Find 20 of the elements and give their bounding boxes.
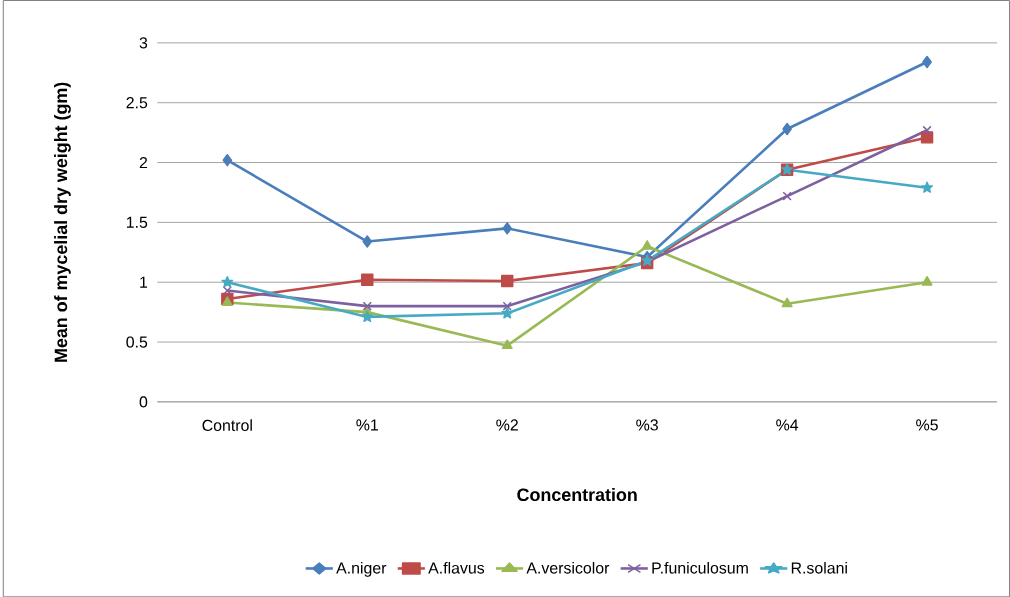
y-tick-label: 3 — [139, 37, 148, 49]
x-tick-label: %5 — [916, 419, 938, 431]
legend-label: A.versicolor — [526, 561, 610, 574]
y-axis-title: Mean of mycelial dry weight (gm) — [54, 82, 71, 362]
y-tick-label: 1.5 — [126, 216, 148, 228]
y-tick-label: 0.5 — [126, 336, 148, 348]
legend-label: A.niger — [336, 561, 387, 577]
x-axis-title: Concentration — [517, 487, 637, 501]
x-tick-label: %4 — [776, 419, 799, 431]
x-tick-label: %3 — [636, 419, 658, 431]
legend-label: P.funiculosum — [652, 561, 748, 574]
x-tick-label: %2 — [496, 419, 518, 431]
x-tick-label: %1 — [356, 419, 378, 431]
legend-label: A.flavus — [428, 561, 485, 574]
y-tick-label: 0 — [139, 396, 148, 408]
y-tick-label: 2.5 — [126, 96, 148, 109]
y-tick-label: 1 — [140, 276, 148, 288]
x-tick-label: Control — [202, 419, 252, 431]
legend-label: R.solani — [791, 561, 847, 574]
y-tick-label: 2 — [139, 156, 148, 168]
